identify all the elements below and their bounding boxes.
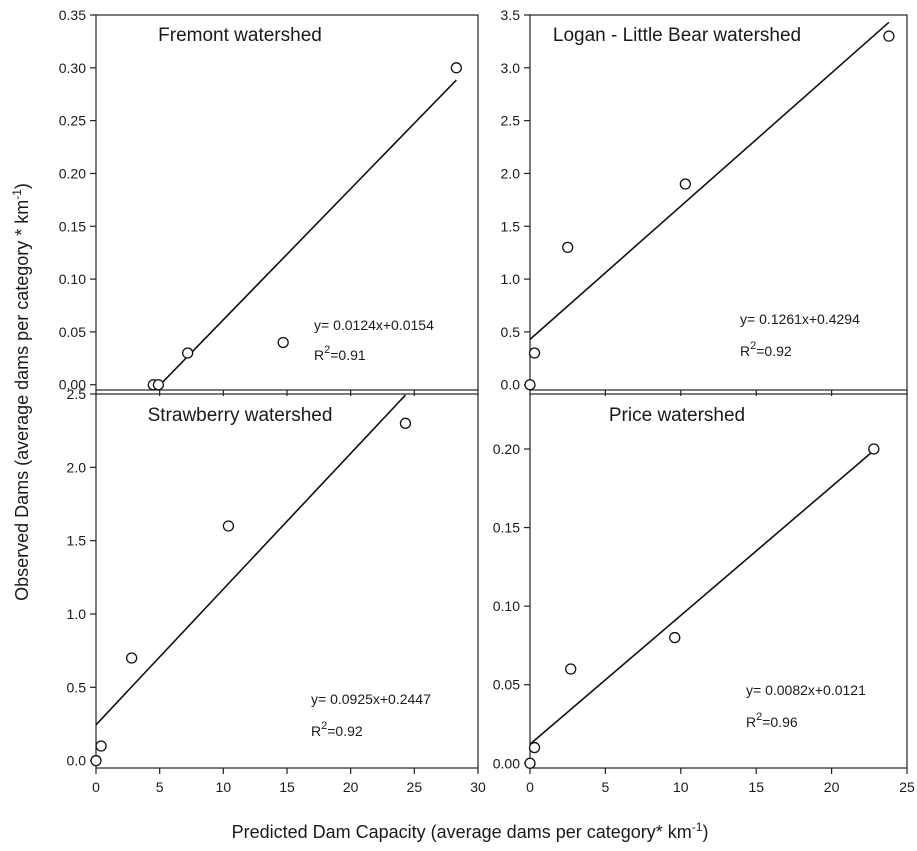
panel-3: 0.0 0.5 1.0 1.5 2.0 2.5 0 5 10 15 20 25 30 Strawberry…	[67, 386, 486, 795]
y-axis-label-superscript: -1	[10, 189, 24, 200]
x-tick-label: 0	[526, 779, 534, 795]
data-point	[277, 336, 289, 349]
data-point	[222, 520, 235, 532]
x-tick-label: 10	[673, 779, 689, 795]
y-tick-label: 0.05	[493, 677, 520, 693]
r-squared: R2=0.92	[740, 340, 792, 359]
x-axis-label-main: Predicted Dam Capacity (average dams per…	[232, 822, 692, 842]
y-tick-label: 1.5	[501, 218, 521, 234]
data-point	[152, 379, 165, 391]
x-tick-label: 0	[92, 779, 100, 795]
panel-title: Logan - Little Bear watershed	[553, 25, 801, 46]
data-point	[524, 379, 536, 391]
panel-title: Fremont watershed	[158, 25, 322, 46]
data-point	[868, 443, 880, 455]
panel-title: Strawberry watershed	[148, 405, 333, 426]
plot-frame	[95, 14, 479, 391]
plot-frame	[529, 393, 908, 769]
x-tick-label: 20	[824, 779, 840, 795]
data-point	[126, 652, 138, 664]
y-tick-label: 0.20	[59, 165, 86, 181]
y-tick-label: 0.0	[501, 377, 521, 393]
x-tick-label: 30	[470, 779, 486, 795]
y-axis-label-end: )	[12, 183, 32, 189]
y-tick-label: 0.0	[67, 753, 87, 769]
y-tick-label: 2.0	[67, 459, 87, 475]
y-tick-label: 0.15	[493, 520, 520, 536]
r-squared: R2=0.91	[314, 344, 366, 363]
y-tick-label: 2.5	[501, 113, 521, 129]
data-point	[524, 757, 536, 769]
data-point	[399, 417, 412, 429]
y-tick-label: 0.15	[59, 218, 86, 234]
data-point	[528, 347, 541, 359]
data-point	[679, 178, 691, 190]
x-axis-label-end: )	[702, 822, 708, 842]
y-tick-label: 0.5	[67, 679, 87, 695]
data-point	[90, 755, 102, 767]
y-tick-label: 0.10	[493, 598, 520, 614]
x-axis-label-superscript: -1	[692, 820, 703, 834]
fit-equation: y= 0.1261x+0.4294	[740, 311, 860, 327]
regression-line	[529, 449, 875, 745]
fit-equation: y= 0.0082x+0.0121	[746, 682, 866, 698]
y-tick-label: 0.00	[493, 755, 520, 771]
x-tick-label: 25	[407, 779, 423, 795]
regression-line	[95, 394, 407, 726]
panel-4: 0.00 0.05 0.10 0.15 0.20 0 5 10 15 20 25 Price wate…	[493, 393, 915, 795]
y-tick-label: 2.5	[67, 386, 87, 402]
y-axis-label: Observed Dams (average dams per category…	[10, 183, 32, 601]
plot-frame	[95, 393, 479, 769]
y-tick-label: 3.5	[501, 7, 521, 23]
y-tick-label: 0.5	[501, 324, 521, 340]
y-tick-label: 1.0	[501, 271, 521, 287]
panel-2: 0.0 0.5 1.0 1.5 2.0 2.5 3.0 3.5 Logan - Little B…	[501, 7, 908, 396]
plot-frame	[529, 14, 908, 391]
data-point	[450, 62, 463, 74]
r-squared: R2=0.92	[311, 720, 363, 739]
y-tick-label: 1.5	[67, 533, 87, 549]
data-point	[528, 741, 541, 754]
y-tick-label: 0.05	[59, 324, 86, 340]
data-point	[182, 347, 194, 359]
x-tick-label: 15	[748, 779, 764, 795]
panels: 0.000.050.100.150.200.250.300.35Fremont …	[59, 7, 915, 795]
y-tick-label: 0.00	[59, 377, 86, 393]
y-tick-label: 0.20	[493, 441, 520, 457]
data-point	[95, 740, 107, 752]
y-tick-label: 0.10	[59, 271, 86, 287]
regression-line	[529, 21, 890, 340]
x-tick-label: 15	[279, 779, 295, 795]
y-tick-label: 1.0	[67, 606, 87, 622]
y-tick-label: 2.0	[501, 165, 521, 181]
panel-title: Price watershed	[609, 405, 745, 426]
y-tick-label: 3.0	[501, 60, 521, 76]
y-tick-label: 0.35	[59, 7, 86, 23]
x-tick-label: 20	[343, 779, 359, 795]
x-tick-label: 10	[216, 779, 232, 795]
x-tick-label: 5	[602, 779, 610, 795]
y-tick-label: 0.25	[59, 113, 86, 129]
y-tick-label: 0.30	[59, 60, 86, 76]
data-point	[669, 631, 681, 644]
r-squared: R2=0.96	[746, 711, 798, 730]
data-point	[565, 663, 577, 675]
data-point	[562, 241, 574, 254]
x-tick-label: 25	[899, 779, 915, 795]
panel-1: 0.00 0.05 0.10 0.15 0.20 0.25 0.30 0.35 Fremont …	[59, 7, 479, 396]
y-axis-label-main: Observed Dams (average dams per category…	[12, 200, 32, 601]
x-axis-label: Predicted Dam Capacity (average dams per…	[232, 820, 709, 842]
fit-equation: y= 0.0925x+0.2447	[311, 691, 431, 707]
x-tick-label: 5	[156, 779, 164, 795]
fit-equation: y= 0.0124x+0.0154	[314, 317, 434, 333]
regression-line	[159, 79, 457, 386]
data-point	[883, 30, 895, 42]
